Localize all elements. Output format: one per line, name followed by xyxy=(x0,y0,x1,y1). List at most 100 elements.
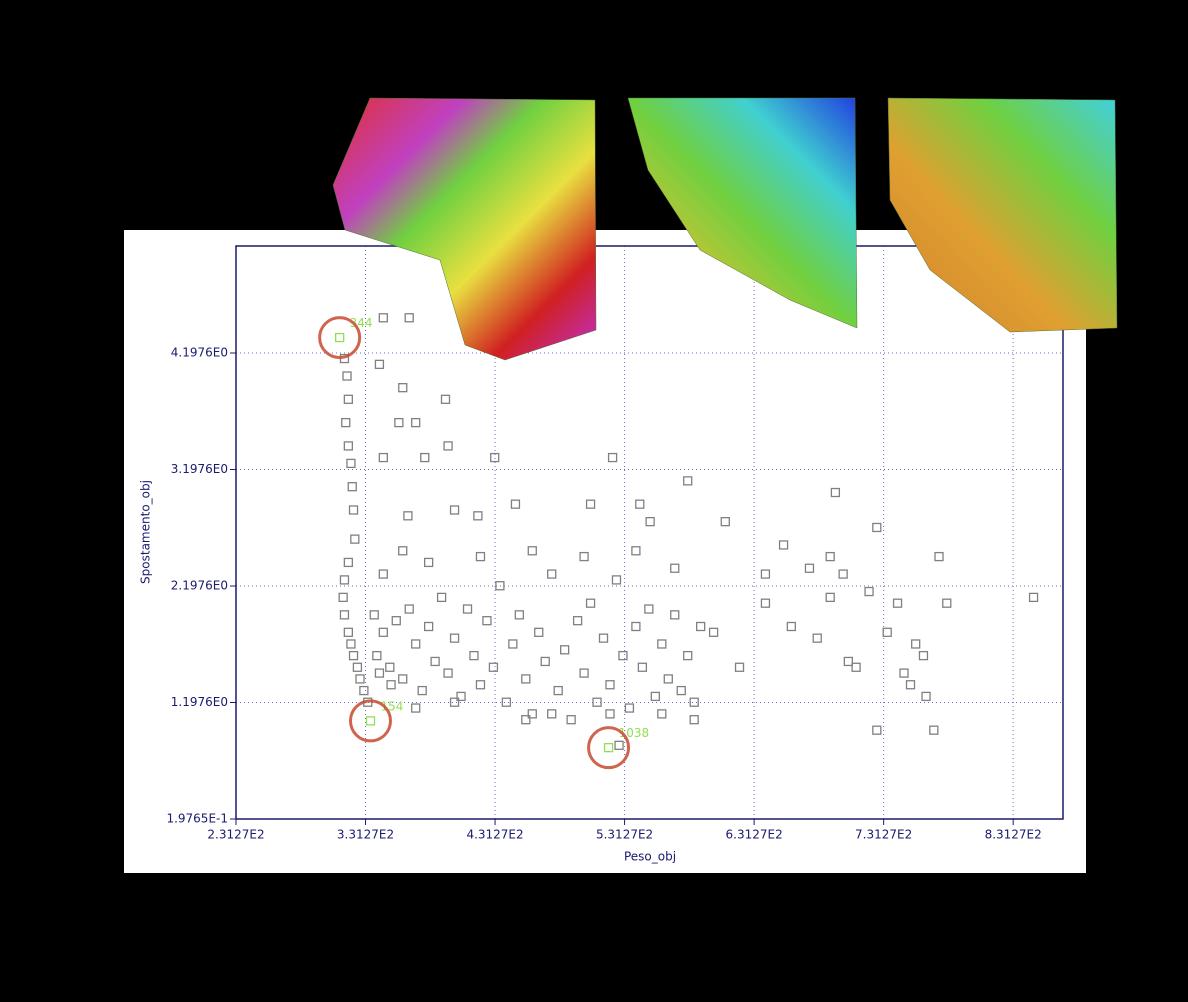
point xyxy=(611,575,622,585)
point xyxy=(708,627,719,637)
point xyxy=(631,546,641,556)
x-tick-label: 3.3127E2 xyxy=(337,828,394,842)
point xyxy=(527,546,537,556)
point xyxy=(378,627,388,637)
point xyxy=(631,621,641,632)
point xyxy=(644,604,654,614)
point xyxy=(430,656,440,667)
point xyxy=(385,662,395,672)
point xyxy=(560,645,570,655)
point xyxy=(585,499,596,509)
point xyxy=(490,452,500,463)
point xyxy=(566,715,576,725)
x-tick-label: 5.3127E2 xyxy=(596,828,653,842)
point xyxy=(372,650,382,661)
point xyxy=(527,709,537,719)
point xyxy=(398,383,408,393)
point xyxy=(403,511,413,521)
point xyxy=(449,505,460,515)
point xyxy=(905,680,916,690)
point xyxy=(514,610,524,620)
point xyxy=(899,668,909,678)
point xyxy=(892,598,903,608)
x-tick-label: 8.3127E2 xyxy=(985,828,1042,842)
point xyxy=(341,417,351,428)
point xyxy=(475,551,486,562)
point xyxy=(398,546,408,556)
point xyxy=(411,639,421,649)
point xyxy=(778,540,789,550)
point xyxy=(352,662,363,672)
point xyxy=(456,691,466,702)
point xyxy=(440,394,451,404)
y-tick-label: 2.1976E0 xyxy=(171,579,228,593)
point xyxy=(343,394,353,404)
point xyxy=(339,575,350,585)
point xyxy=(830,487,841,498)
point xyxy=(378,313,388,323)
plot-panel xyxy=(124,230,1086,873)
point xyxy=(657,639,667,649)
point xyxy=(501,697,512,707)
highlight-ring xyxy=(587,726,631,770)
point xyxy=(825,592,835,603)
point xyxy=(347,482,357,492)
point xyxy=(614,740,624,750)
y-tick-label: 3.1976E0 xyxy=(171,462,228,476)
point xyxy=(443,668,453,678)
point xyxy=(449,633,460,643)
point xyxy=(605,680,615,690)
plot-area: 2.3127E2 3.3127E2 4.3127E2 5.3127E2 6.3127E2… xyxy=(166,246,1063,842)
point xyxy=(882,627,892,637)
point xyxy=(872,725,882,735)
point xyxy=(335,332,345,343)
y-axis-label: Spostamento_obj xyxy=(139,480,153,584)
point xyxy=(475,680,486,690)
point xyxy=(618,650,628,661)
point xyxy=(838,569,848,579)
point xyxy=(488,662,499,672)
point xyxy=(812,633,822,643)
point xyxy=(696,621,706,632)
point xyxy=(689,715,699,725)
point xyxy=(804,563,815,573)
point xyxy=(342,371,352,381)
point xyxy=(929,725,939,735)
point xyxy=(343,557,353,568)
point xyxy=(663,674,673,684)
point xyxy=(378,452,388,463)
mesh-image xyxy=(332,97,597,361)
point xyxy=(343,627,353,637)
point xyxy=(521,715,531,725)
point xyxy=(411,417,421,428)
point xyxy=(918,650,929,661)
point xyxy=(540,656,550,667)
point xyxy=(607,452,618,463)
point xyxy=(449,697,460,707)
point xyxy=(553,685,563,696)
point xyxy=(378,569,388,579)
point xyxy=(911,639,921,649)
point xyxy=(637,662,648,672)
point xyxy=(585,598,596,608)
point xyxy=(635,499,645,509)
point xyxy=(689,697,699,707)
point xyxy=(720,516,730,527)
point xyxy=(521,674,531,684)
point xyxy=(534,627,544,637)
point xyxy=(670,563,680,573)
point xyxy=(469,650,479,661)
y-tick-label: 1.9765E-1 xyxy=(166,812,228,826)
point xyxy=(365,716,376,726)
y-tick-label: 4.1976E0 xyxy=(171,345,228,359)
point xyxy=(343,441,353,451)
point xyxy=(346,639,356,649)
point xyxy=(872,522,882,533)
point xyxy=(650,691,660,702)
mesh-image xyxy=(887,97,1118,333)
x-tick-label: 4.3127E2 xyxy=(466,828,523,842)
point xyxy=(921,691,931,702)
point xyxy=(355,674,365,684)
point xyxy=(579,668,589,678)
